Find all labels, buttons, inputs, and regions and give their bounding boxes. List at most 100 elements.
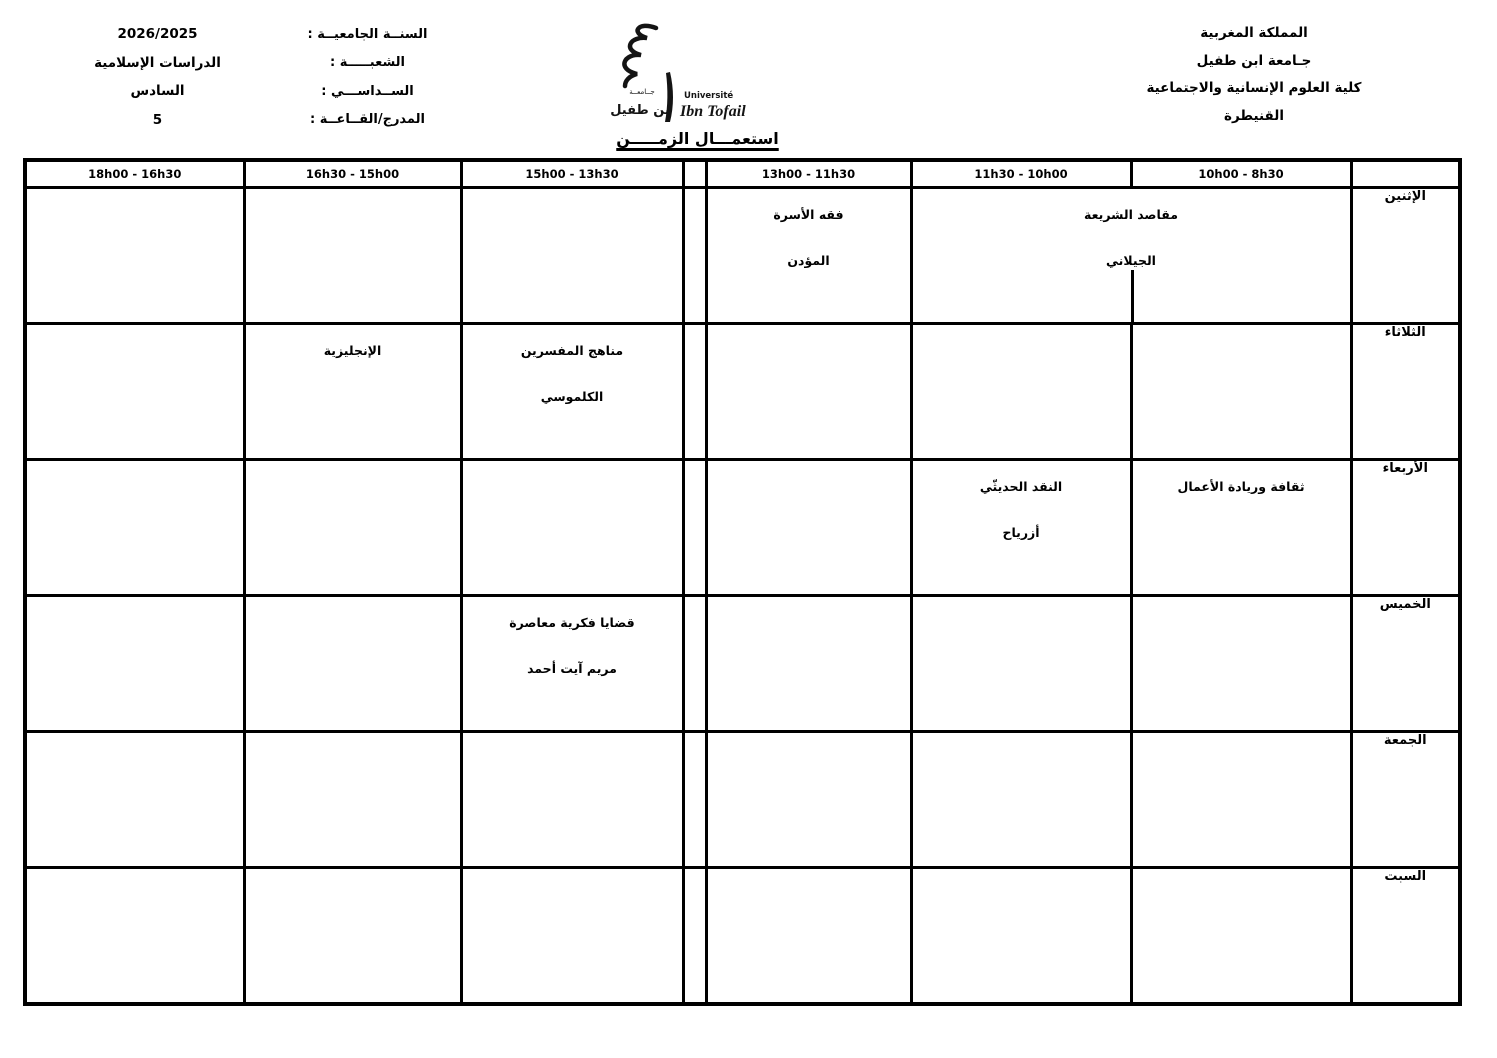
branch-label: الشعبـــــة : [329, 55, 406, 71]
logo-arabic-script: بن طفيل [610, 103, 670, 118]
cell-tuesday-18h00-16h30 [23, 322, 246, 461]
cell-friday-10h00-8h30 [1129, 730, 1353, 869]
course-title: ثقافة وريادة الأعمال [1177, 479, 1305, 494]
course-title: فقه الأسرة [773, 207, 844, 222]
time-header-label: 15h00 - 13h30 [525, 167, 619, 181]
city-line: القنيطرة [1224, 107, 1284, 124]
course-title: قضايا فكرية معاصرة [509, 615, 635, 630]
course-title: الإنجليزية [323, 343, 382, 358]
cell-friday-18h00-16h30 [23, 730, 246, 869]
separator-cell [681, 458, 708, 597]
branch-value: الدراسات الإسلامية [94, 54, 221, 71]
cell-monday-13h00-11h30: فقه الأسرة المؤدن [704, 186, 913, 325]
academic-year-label: السنــة الجامعيــة : [307, 26, 428, 42]
row-saturday: السبت [23, 866, 1462, 1005]
time-header-label: 16h30 - 15h00 [305, 167, 400, 181]
university-line: جـامعة ابن طفيل [1196, 52, 1312, 69]
logo-latin-script: Ibn Tofail [679, 103, 746, 120]
day-label-thursday: الخميس [1349, 594, 1462, 733]
cell-wednesday-10h00-8h30: ثقافة وريادة الأعمال [1129, 458, 1353, 597]
row-tuesday: الثلاثاء مناهج المفسرين الكلموسي الإنجلي… [23, 322, 1462, 461]
time-header-16h30-15h00: 16h30 - 15h00 [242, 158, 463, 189]
row-monday: الإثنين مقاصد الشريعة الجيلاني فقه الأسر… [23, 186, 1462, 325]
time-header-label: 18h00 - 16h30 [88, 167, 182, 181]
course-title: مقاصد الشريعة [1084, 207, 1178, 222]
cell-saturday-18h00-16h30 [23, 866, 246, 1005]
semester-label: الســداســـي : [321, 83, 414, 99]
semester-value: السادس [130, 83, 185, 100]
room-label: المدرج/القــاعــة : [309, 112, 425, 128]
separator-cell [681, 866, 708, 1005]
cell-saturday-10h00-8h30 [1129, 866, 1353, 1005]
cell-saturday-15h00-13h30 [459, 866, 685, 1005]
cell-friday-13h00-11h30 [704, 730, 913, 869]
cell-tuesday-10h00-8h30 [1129, 322, 1353, 461]
info-row-branch: الدراسات الإسلامية الشعبـــــة : [50, 49, 470, 78]
cell-monday-15h00-13h30 [459, 186, 685, 325]
day-label-tuesday: الثلاثاء [1349, 322, 1462, 461]
cell-monday-18h00-16h30 [23, 186, 246, 325]
course-title: مناهج المفسرين [520, 343, 624, 358]
separator-cell [681, 730, 708, 869]
course-title: النقد الحديثّي [979, 479, 1063, 494]
row-wednesday: الأربعاء ثقافة وريادة الأعمال النقد الحد… [23, 458, 1462, 597]
cell-saturday-11h30-10h00 [909, 866, 1133, 1005]
row-friday: الجمعة [23, 730, 1462, 869]
day-label-wednesday: الأربعاء [1349, 458, 1462, 597]
time-header-11h30-10h00: 11h30 - 10h00 [909, 158, 1133, 189]
cell-monday-16h30-15h00 [242, 186, 463, 325]
faculty-line: كلية العلوم الإنسانية والاجتماعية [1146, 80, 1362, 96]
logo-calligraphy-icon: Université Ibn Tofail جــامعــة بن طفيل [610, 23, 746, 122]
cell-wednesday-18h00-16h30 [23, 458, 246, 597]
cell-tuesday-11h30-10h00 [909, 322, 1133, 461]
cell-saturday-16h30-15h00 [242, 866, 463, 1005]
info-block: 2026/2025 السنــة الجامعيــة : الدراسات … [50, 20, 470, 134]
cell-friday-15h00-13h30 [459, 730, 685, 869]
cell-thursday-18h00-16h30 [23, 594, 246, 733]
info-row-year: 2026/2025 السنــة الجامعيــة : [50, 20, 470, 49]
cell-wednesday-13h00-11h30 [704, 458, 913, 597]
cell-thursday-13h00-11h30 [704, 594, 913, 733]
time-header-label: 10h00 - 8h30 [1198, 167, 1284, 181]
cell-monday-11h30-8h30-merged: مقاصد الشريعة الجيلاني [909, 186, 1353, 325]
university-logo: Université Ibn Tofail جــامعــة بن طفيل [608, 18, 773, 130]
room-value: 5 [152, 111, 163, 128]
time-header-10h00-8h30: 10h00 - 8h30 [1129, 158, 1353, 189]
cell-tuesday-16h30-15h00: الإنجليزية [242, 322, 463, 461]
institution-block: المملكة المغربية جـامعة ابن طفيل كلية ال… [1039, 20, 1469, 130]
teacher-name: مريم آيت أحمد [527, 661, 617, 676]
day-label-friday: الجمعة [1349, 730, 1462, 869]
day-label-monday: الإثنين [1349, 186, 1462, 325]
cell-tuesday-13h00-11h30 [704, 322, 913, 461]
cell-wednesday-15h00-13h30 [459, 458, 685, 597]
cell-wednesday-11h30-10h00: النقد الحديثّي أزرياح [909, 458, 1133, 597]
time-header-13h00-11h30: 13h00 - 11h30 [704, 158, 913, 189]
cell-saturday-13h00-11h30 [704, 866, 913, 1005]
teacher-name: الكلموسي [540, 389, 604, 404]
cell-friday-16h30-15h00 [242, 730, 463, 869]
time-header-18h00-16h30: 18h00 - 16h30 [23, 158, 246, 189]
page-title: استعمـــال الزمـــــن [616, 129, 779, 148]
cell-thursday-15h00-13h30: قضايا فكرية معاصرة مريم آيت أحمد [459, 594, 685, 733]
cell-tuesday-15h00-13h30: مناهج المفسرين الكلموسي [459, 322, 685, 461]
day-column-header [1349, 158, 1462, 189]
cell-thursday-11h30-10h00 [909, 594, 1133, 733]
time-header-label: 13h00 - 11h30 [761, 167, 856, 181]
timetable: 10h00 - 8h30 11h30 - 10h00 13h00 - 11h30… [23, 158, 1462, 1006]
logo-arabic-small: جــامعــة [629, 88, 655, 96]
separator-cell [681, 186, 708, 325]
time-header-15h00-13h30: 15h00 - 13h30 [459, 158, 685, 189]
teacher-name: الجيلاني [1106, 253, 1156, 268]
academic-year-value: 2026/2025 [117, 26, 198, 43]
info-row-semester: السادس الســداســـي : [50, 77, 470, 106]
teacher-name: المؤدن [787, 253, 830, 268]
teacher-name: أزرياح [1002, 525, 1040, 540]
kingdom-line: المملكة المغربية [1200, 25, 1308, 41]
separator-column-header [681, 158, 708, 189]
separator-cell [681, 594, 708, 733]
separator-cell [681, 322, 708, 461]
time-header-label: 11h30 - 10h00 [974, 167, 1068, 181]
header-row: 10h00 - 8h30 11h30 - 10h00 13h00 - 11h30… [23, 158, 1462, 189]
row-thursday: الخميس قضايا فكرية معاصرة مريم آيت أحمد [23, 594, 1462, 733]
